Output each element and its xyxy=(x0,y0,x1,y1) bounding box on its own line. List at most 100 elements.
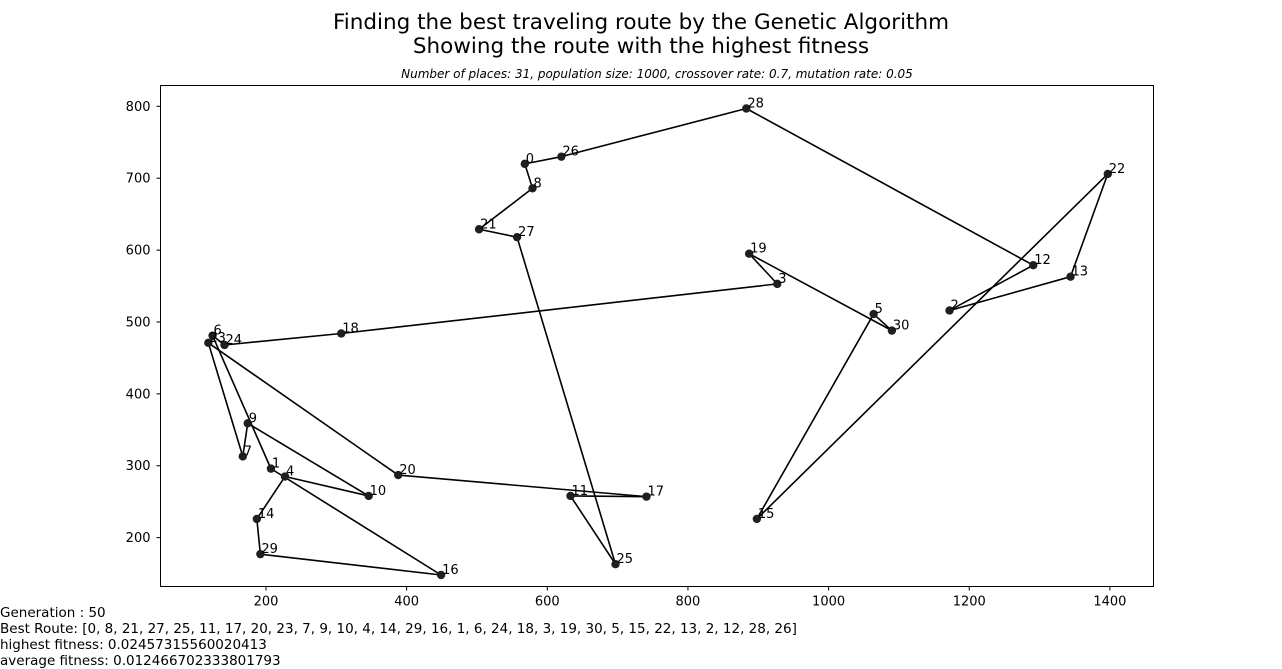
place-marker xyxy=(1103,169,1112,179)
place-label: 0 xyxy=(526,152,534,167)
place-marker xyxy=(394,470,403,480)
place-label: 26 xyxy=(562,145,579,160)
best-route-text: Best Route: [0, 8, 21, 27, 25, 11, 17, 2… xyxy=(0,621,797,637)
route-segment xyxy=(478,228,518,238)
y-tick-label: 300 xyxy=(126,459,151,474)
place-marker xyxy=(220,340,229,350)
y-tick-label: 200 xyxy=(126,531,151,546)
place-marker xyxy=(752,514,762,524)
route-segment xyxy=(207,342,399,476)
route-segment xyxy=(270,467,442,576)
place-marker xyxy=(512,232,522,242)
place-marker xyxy=(520,159,529,169)
route-segment xyxy=(949,264,1034,312)
place-label: 8 xyxy=(534,176,542,191)
chart-subtitle: Number of places: 31, population size: 1… xyxy=(401,67,913,81)
place-label: 4 xyxy=(286,465,294,480)
place-marker xyxy=(528,184,537,193)
place-marker xyxy=(364,491,373,501)
place-label: 17 xyxy=(647,485,664,500)
place-points xyxy=(204,104,1112,580)
chart-title-line2: Showing the route with the highest fitne… xyxy=(413,34,869,59)
x-tick-label: 1400 xyxy=(1093,595,1126,610)
x-tick-label: 1200 xyxy=(953,595,986,610)
route-segment xyxy=(748,252,893,332)
place-marker xyxy=(742,104,751,113)
route-segment xyxy=(341,283,778,335)
place-label: 29 xyxy=(261,542,278,557)
place-marker xyxy=(642,492,651,501)
route-segment xyxy=(256,518,262,555)
place-label: 7 xyxy=(244,444,252,459)
place-marker xyxy=(1066,272,1075,281)
route-segment xyxy=(207,342,244,457)
chart-title-line1: Finding the best traveling route by the … xyxy=(333,10,949,35)
route-segment xyxy=(211,335,272,469)
place-marker xyxy=(238,452,247,461)
route-segment xyxy=(1069,173,1109,277)
y-axis: 200 300 400 500 600 700 800 xyxy=(126,100,161,546)
route-segment xyxy=(756,313,875,520)
x-tick-label: 200 xyxy=(254,595,279,610)
y-tick-label: 600 xyxy=(126,244,151,259)
place-label: 21 xyxy=(480,217,497,232)
place-label: 18 xyxy=(342,321,359,336)
generation-text: Generation : 50 xyxy=(0,605,106,621)
route-segment xyxy=(224,332,342,346)
y-tick-label: 800 xyxy=(126,100,151,115)
place-marker xyxy=(256,549,265,559)
place-label: 30 xyxy=(893,319,910,334)
average-fitness-text: average fitness: 0.012466702333801793 xyxy=(0,653,281,669)
place-marker xyxy=(887,326,897,335)
place-label: 13 xyxy=(1072,265,1089,280)
x-tick-label: 1000 xyxy=(812,595,845,610)
place-marker xyxy=(1029,260,1038,270)
route-segment xyxy=(478,187,534,230)
place-label: 5 xyxy=(875,302,883,317)
place-marker xyxy=(611,560,620,569)
y-tick-label: 500 xyxy=(126,315,151,330)
route-segment xyxy=(748,253,778,285)
place-label: 10 xyxy=(370,484,387,499)
place-marker xyxy=(337,329,346,338)
route-segment xyxy=(524,163,534,189)
place-marker xyxy=(945,306,954,315)
place-label: 3 xyxy=(778,272,786,287)
place-marker xyxy=(474,225,484,234)
route-segment xyxy=(260,553,442,576)
place-label: 12 xyxy=(1034,253,1051,268)
place-label: 9 xyxy=(249,411,257,426)
y-tick-label: 400 xyxy=(126,387,151,402)
route-path xyxy=(207,107,1109,576)
route-segment xyxy=(241,423,249,457)
place-marker xyxy=(243,419,252,428)
place-marker xyxy=(252,514,262,524)
place-marker xyxy=(869,309,878,319)
place-label: 25 xyxy=(617,552,634,567)
place-marker xyxy=(557,152,566,161)
route-segment xyxy=(398,474,647,498)
place-label: 2 xyxy=(951,298,959,313)
place-marker xyxy=(436,570,446,580)
y-tick-label: 700 xyxy=(126,172,151,187)
x-axis: 200 400 600 800 1000 1200 1400 xyxy=(254,586,1126,610)
route-segment xyxy=(756,173,1109,520)
place-marker xyxy=(266,464,276,473)
route-segment xyxy=(524,155,562,165)
x-tick-label: 800 xyxy=(676,595,701,610)
route-segment xyxy=(949,275,1071,312)
route-segment xyxy=(569,495,617,565)
route-segment xyxy=(570,495,647,498)
place-marker xyxy=(208,331,217,340)
route-segment xyxy=(516,236,617,565)
place-label: 11 xyxy=(571,484,588,499)
place-label: 28 xyxy=(747,97,764,112)
place-label: 14 xyxy=(258,507,275,522)
place-marker xyxy=(566,491,575,501)
place-label: 15 xyxy=(758,507,775,522)
place-label: 24 xyxy=(225,333,242,348)
route-segment xyxy=(745,107,1034,266)
place-label: 6 xyxy=(214,324,222,339)
place-label: 23 xyxy=(209,331,226,346)
